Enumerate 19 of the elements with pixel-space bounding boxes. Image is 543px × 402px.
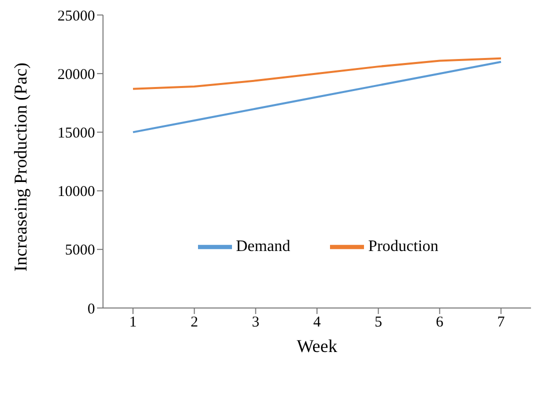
legend-label: Demand	[236, 238, 290, 255]
x-tick-label: 7	[497, 314, 506, 331]
line-series	[132, 60, 502, 134]
y-tick-label: 15000	[58, 126, 95, 142]
y-axis-title: Increaseing Production (Pac)	[10, 62, 30, 272]
x-tick-label: 4	[313, 314, 322, 331]
y-tick-label: 20000	[58, 66, 95, 83]
x-tick-label: 5	[374, 314, 382, 331]
x-tick-label: 3	[252, 314, 260, 331]
y-tick-label: 0	[88, 301, 95, 318]
x-tick-label: 2	[190, 314, 198, 331]
y-tick-label: 5000	[65, 242, 95, 259]
x-axis-title: Week	[296, 336, 338, 356]
x-tick-label: 1	[129, 314, 137, 331]
y-tick-label: 10000	[58, 184, 95, 200]
x-tick-label: 6	[436, 314, 444, 331]
line-series	[132, 57, 502, 90]
y-tick-label: 25000	[58, 8, 95, 24]
legend-label: Production	[368, 238, 438, 255]
